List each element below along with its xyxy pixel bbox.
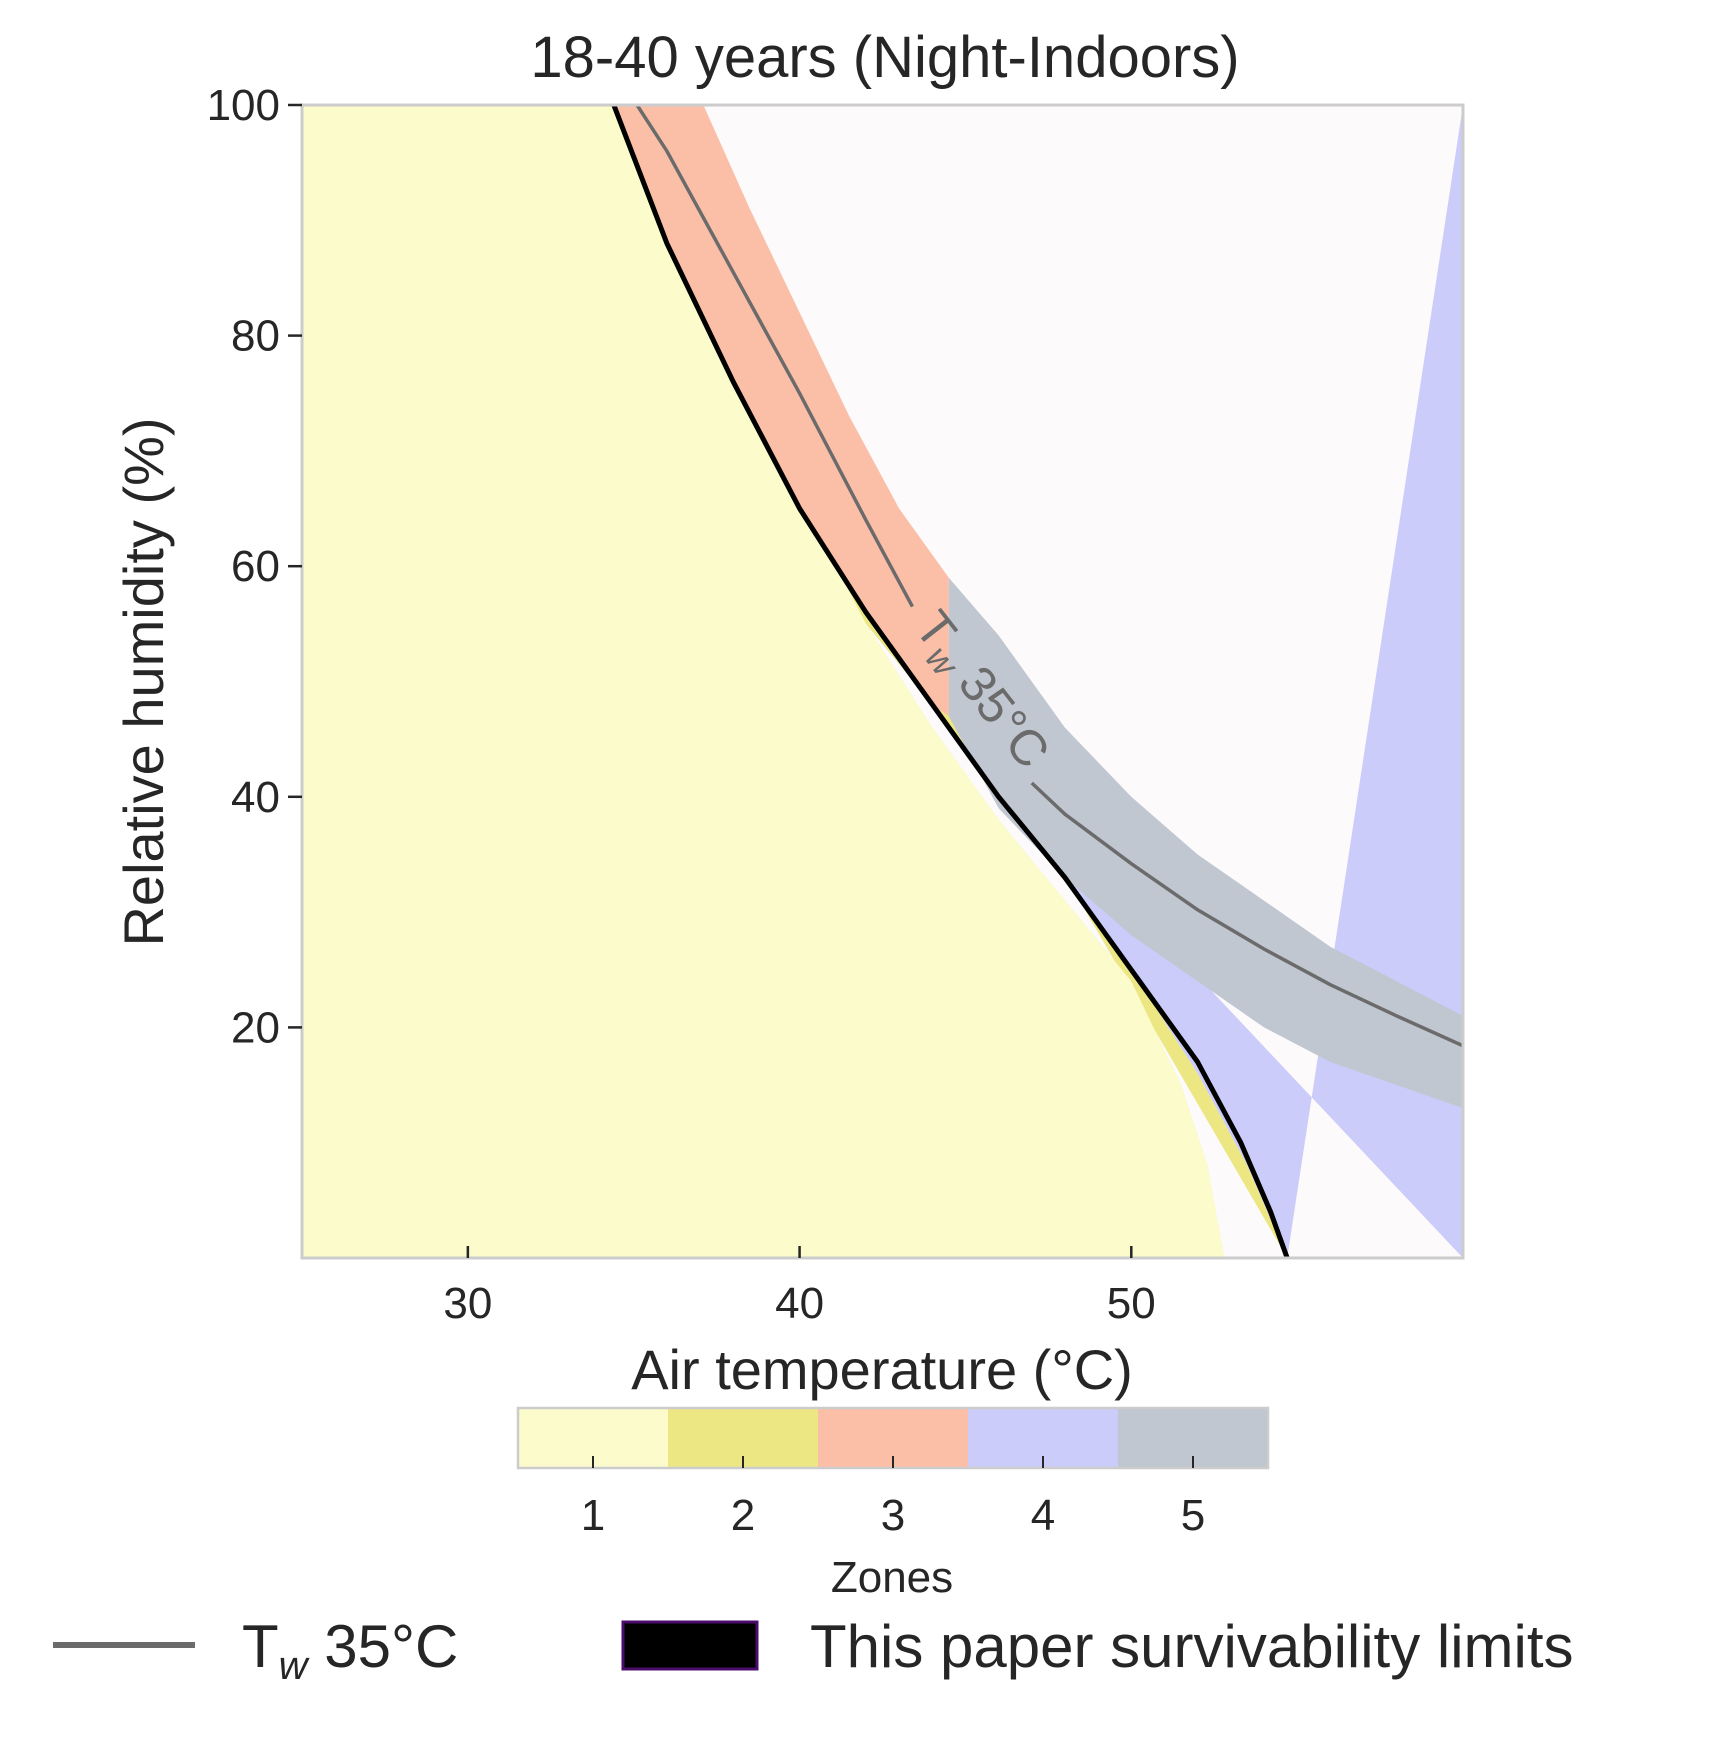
tw35-line-upper [635,105,914,608]
zone-4-region [865,105,1463,1258]
x-axis-title: Air temperature (°C) [631,1338,1133,1401]
legend-label-tw: Tw 35°C [242,1613,458,1688]
legend-label-tw-main: T [242,1613,279,1680]
y-tick-label: 100 [207,81,280,130]
x-tick-label: 40 [775,1279,824,1328]
ticks-layer: 30 40 50 20 40 60 80 100 [207,81,1156,1328]
tw35-line-lower [1030,781,1463,1048]
legend-label-tw-rest: 35°C [308,1613,459,1680]
y-tick-label: 60 [231,542,280,591]
zones-layer [302,105,1463,1258]
zone-3-region [613,105,949,717]
zone-5-region [948,577,1463,1109]
colorbar: 1 2 3 4 5 [516,1406,1270,1540]
x-tick-label: 50 [1107,1279,1156,1328]
colorbar-title: Zones [831,1553,953,1602]
zone-1-region [302,105,1225,1258]
colorbar-label: 1 [581,1491,605,1540]
y-axis-title: Relative humidity (%) [112,417,175,946]
y-tick-label: 80 [231,312,280,361]
colorbar-label: 3 [881,1491,905,1540]
lines-layer [611,105,1463,1258]
legend-label-limits: This paper survivability limits [810,1613,1574,1680]
colorbar-label: 5 [1181,1491,1205,1540]
survivability-limit-line [611,105,1290,1258]
x-tick-label: 30 [443,1279,492,1328]
legend-label-tw-sub: w [279,1644,311,1688]
plot-frame [300,103,1465,1260]
legend-patch-limits [621,1620,759,1671]
y-tick-label: 20 [231,1003,280,1052]
chart-title: 18-40 years (Night-Indoors) [530,25,1239,90]
y-tick-label: 40 [231,773,280,822]
colorbar-label: 4 [1031,1491,1055,1540]
colorbar-label: 2 [731,1491,755,1540]
